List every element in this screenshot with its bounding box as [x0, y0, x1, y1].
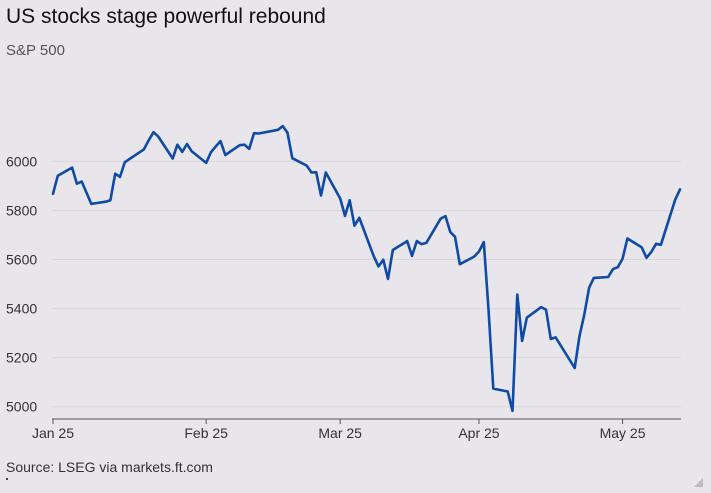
y-axis-labels: 5000 5200 5400 5600 5800 6000: [6, 153, 37, 414]
x-axis: Jan 25 Feb 25 Mar 25 Apr 25 May 25: [32, 418, 681, 441]
gridlines: [52, 160, 681, 408]
x-tick-label: Jan 25: [32, 425, 74, 441]
source-note: Source: LSEG via markets.ft.com: [6, 459, 213, 475]
y-tick-label: 5600: [6, 252, 37, 268]
x-tick-label: Mar 25: [318, 425, 362, 441]
x-tick-label: Feb 25: [184, 425, 228, 441]
y-tick-label: 5400: [6, 301, 37, 317]
y-tick-label: 6000: [6, 153, 37, 169]
y-tick-label: 5800: [6, 202, 37, 218]
series-line-0: [51, 124, 682, 413]
y-tick-label: 5200: [6, 350, 37, 366]
x-tick-label: Apr 25: [458, 425, 499, 441]
x-tick-label: May 25: [600, 425, 646, 441]
chart-title: US stocks stage powerful rebound: [6, 5, 326, 28]
footer-dot: [6, 478, 8, 480]
y-tick-label: 5000: [6, 399, 37, 415]
chart-subtitle: S&P 500: [6, 42, 65, 59]
resize-handle-icon[interactable]: [694, 478, 703, 487]
series-group: [51, 124, 682, 413]
